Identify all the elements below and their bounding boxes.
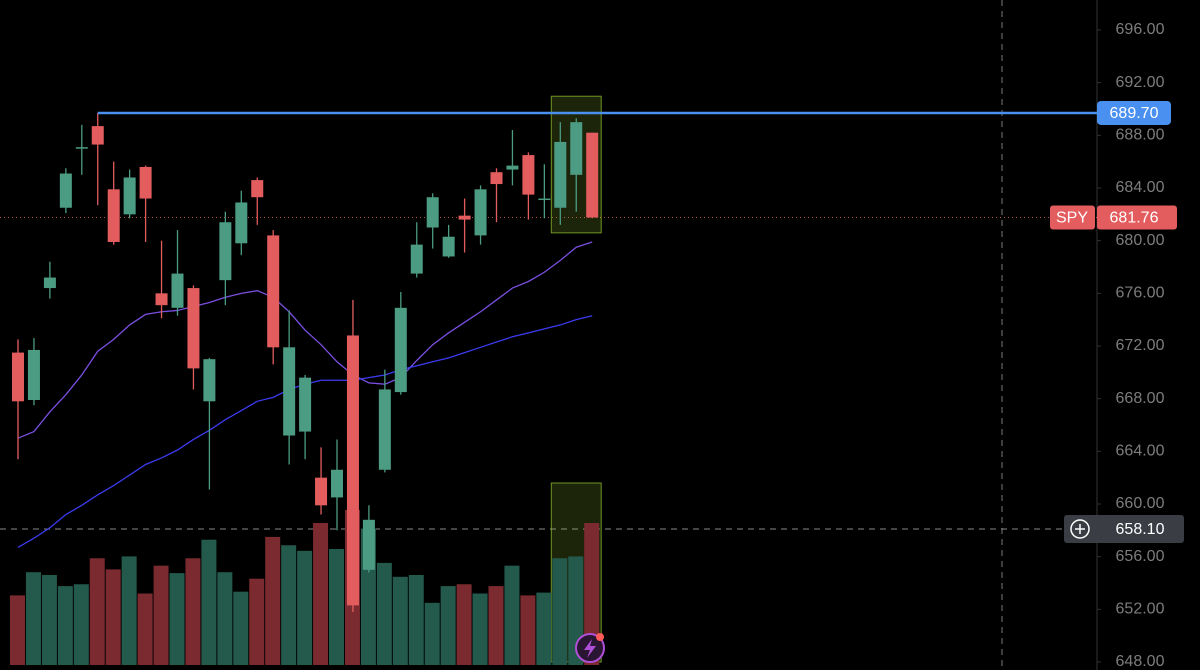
candle-body	[570, 122, 583, 175]
candle-body	[458, 215, 471, 220]
last-price-label: 681.76	[1110, 210, 1159, 227]
candle-body	[171, 273, 184, 308]
candle-body	[91, 126, 104, 145]
volume-bar	[281, 545, 297, 665]
candle-body	[235, 202, 248, 244]
volume-bar	[89, 558, 105, 665]
candle-body	[267, 235, 280, 348]
symbol-label-bg	[1050, 205, 1095, 230]
volume-bar	[376, 562, 392, 665]
volume-bar	[424, 602, 440, 665]
candle-body	[139, 166, 152, 199]
volume-bar	[552, 558, 568, 665]
volume-bar	[297, 550, 313, 665]
candle-body	[522, 155, 535, 195]
candle-body	[43, 277, 56, 289]
last-price-label-bg	[1097, 205, 1177, 230]
candle-body	[490, 172, 503, 185]
y-tick-label: 652.00	[1116, 601, 1165, 618]
volume-bar	[217, 572, 233, 665]
volume-bar	[440, 586, 456, 665]
volume-bar	[472, 593, 488, 665]
volume-bar	[329, 548, 344, 665]
volume-bar	[73, 584, 89, 665]
crosshair-label-bg	[1064, 515, 1184, 544]
candle-body	[474, 189, 487, 236]
y-tick-label: 656.00	[1116, 548, 1165, 565]
volume-bar	[488, 586, 504, 665]
volume-bar	[313, 522, 329, 665]
candle-body	[442, 236, 455, 257]
volume-bar	[249, 578, 265, 665]
volume-bar	[520, 595, 536, 665]
candle-body	[394, 307, 407, 393]
volume-bar	[105, 569, 121, 665]
candle-body	[187, 288, 200, 369]
volume-bar	[392, 576, 408, 665]
volume-bar	[456, 584, 472, 665]
volume-bar	[41, 574, 57, 665]
candle-body	[12, 352, 24, 402]
y-tick-label: 672.00	[1116, 337, 1165, 354]
candle-body	[586, 132, 599, 218]
add-alert-icon	[1075, 524, 1085, 535]
candle-body	[155, 293, 168, 306]
volume-bar	[265, 536, 281, 665]
candle-body	[75, 147, 88, 149]
volume-bar	[233, 591, 249, 665]
candle-body	[378, 389, 391, 470]
candle-body	[59, 173, 72, 208]
volume-bar	[153, 565, 169, 665]
candle-body	[426, 197, 439, 228]
y-tick-label: 696.00	[1116, 21, 1165, 38]
candle-body	[506, 165, 519, 170]
add-alert-icon	[1070, 519, 1090, 539]
volume-bar	[408, 574, 424, 665]
price-label: 689.70	[1110, 105, 1159, 122]
candle-body	[299, 377, 312, 432]
candle-body	[107, 189, 120, 242]
y-tick-label: 668.00	[1116, 390, 1165, 407]
y-tick-label: 676.00	[1116, 285, 1165, 302]
volume-bar	[25, 572, 41, 665]
y-tick-label: 648.00	[1116, 653, 1165, 670]
candle-body	[331, 469, 343, 498]
y-tick-label: 664.00	[1116, 443, 1165, 460]
y-tick-label: 680.00	[1116, 232, 1165, 249]
volume-bar	[10, 595, 25, 665]
volume-bar	[185, 558, 201, 665]
lightning-icon	[584, 639, 596, 658]
candle-body	[251, 180, 264, 198]
candle-body	[27, 349, 40, 400]
y-tick-label: 692.00	[1116, 74, 1165, 91]
candle-body	[315, 477, 328, 506]
candle-body	[538, 198, 551, 201]
volume-bar	[201, 539, 217, 665]
moving-average	[17, 241, 593, 439]
volume-bar	[504, 565, 520, 665]
candle-body	[410, 244, 423, 274]
price-label-bg	[1097, 100, 1171, 125]
symbol-label: SPY	[1056, 210, 1088, 227]
candle-body	[554, 141, 567, 208]
y-tick-label: 660.00	[1116, 495, 1165, 512]
candle-body	[346, 335, 359, 606]
volume-bar	[121, 556, 137, 665]
candle-body	[203, 359, 216, 402]
notification-dot	[596, 633, 604, 641]
candle-body	[123, 177, 136, 215]
volume-bar	[536, 592, 552, 665]
volume-bar	[584, 522, 600, 665]
volume-bar	[137, 593, 153, 665]
candle-body	[219, 222, 232, 281]
crosshair-label: 658.10	[1116, 521, 1165, 538]
volume-bar	[169, 573, 185, 665]
y-tick-label: 688.00	[1116, 127, 1165, 144]
candle-body	[362, 519, 375, 570]
candle-body	[283, 347, 296, 436]
volume-bar	[57, 586, 73, 665]
y-tick-label: 684.00	[1116, 179, 1165, 196]
